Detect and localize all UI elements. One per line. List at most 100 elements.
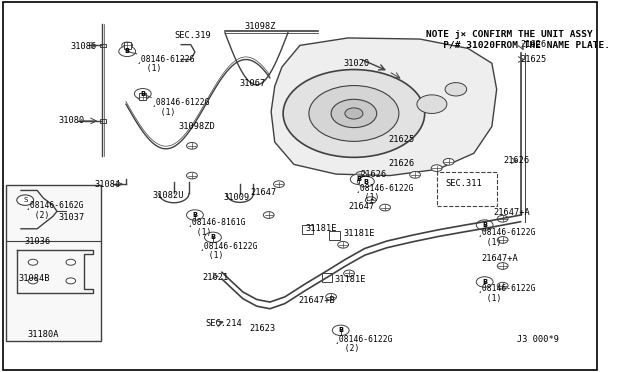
Circle shape	[338, 241, 349, 248]
Text: B: B	[211, 234, 216, 240]
Circle shape	[356, 171, 367, 178]
Circle shape	[331, 99, 377, 128]
Text: 31082U: 31082U	[153, 191, 184, 200]
Text: 21626: 21626	[521, 40, 547, 49]
Circle shape	[134, 89, 151, 99]
Bar	[436, 172, 497, 206]
Text: 31009: 31009	[223, 193, 250, 202]
Text: SEC.214: SEC.214	[205, 319, 242, 328]
Text: B: B	[482, 279, 487, 285]
Circle shape	[66, 259, 76, 265]
Bar	[330, 231, 340, 240]
Text: 31181E: 31181E	[335, 275, 366, 284]
Bar	[321, 273, 332, 282]
Circle shape	[344, 270, 355, 277]
Text: B: B	[140, 91, 145, 97]
Text: ¸08146-6122G
  (2): ¸08146-6122G (2)	[335, 334, 393, 353]
Circle shape	[119, 46, 136, 57]
Circle shape	[444, 158, 454, 165]
Text: 21626: 21626	[360, 170, 386, 179]
Circle shape	[122, 42, 132, 49]
Text: 21626: 21626	[388, 159, 415, 168]
Circle shape	[263, 212, 274, 218]
Text: 21625: 21625	[388, 135, 415, 144]
Text: S: S	[23, 197, 28, 203]
Circle shape	[445, 83, 467, 96]
Text: B: B	[338, 327, 343, 333]
Text: ¸08146-6122G
  (1): ¸08146-6122G (1)	[477, 228, 536, 247]
Text: 21647: 21647	[251, 188, 277, 197]
Circle shape	[350, 174, 367, 185]
Circle shape	[380, 204, 390, 211]
Text: 21626: 21626	[504, 156, 530, 165]
Text: 21647+A: 21647+A	[481, 254, 518, 263]
Circle shape	[283, 70, 425, 157]
Text: 31084B: 31084B	[18, 274, 49, 283]
Circle shape	[497, 263, 508, 269]
Bar	[301, 225, 312, 234]
Circle shape	[410, 171, 420, 178]
Circle shape	[138, 93, 148, 100]
Text: SEC.319: SEC.319	[174, 31, 211, 40]
Text: ¸08146-6122G
  (1): ¸08146-6122G (1)	[477, 283, 536, 303]
Circle shape	[205, 232, 221, 243]
Bar	[100, 119, 106, 123]
Bar	[139, 93, 147, 100]
Text: 31036: 31036	[24, 237, 51, 246]
Circle shape	[186, 172, 197, 179]
Circle shape	[28, 278, 38, 284]
Bar	[100, 44, 106, 47]
Circle shape	[497, 215, 508, 222]
Text: B: B	[482, 222, 487, 228]
Circle shape	[326, 294, 337, 300]
Text: ¸08146-6122G
  (1): ¸08146-6122G (1)	[355, 183, 413, 202]
Text: ¸08146-8161G
  (1): ¸08146-8161G (1)	[187, 218, 246, 237]
Circle shape	[28, 259, 38, 265]
Text: 31098ZD: 31098ZD	[179, 122, 216, 131]
Circle shape	[431, 165, 442, 171]
Text: 31067: 31067	[240, 79, 266, 88]
Text: ¸08146-6162G
  (2): ¸08146-6162G (2)	[25, 200, 84, 219]
Circle shape	[345, 108, 363, 119]
Circle shape	[497, 282, 508, 289]
Text: 31080: 31080	[59, 116, 85, 125]
Circle shape	[476, 220, 493, 230]
Text: B: B	[193, 212, 198, 218]
Text: 31181E: 31181E	[343, 229, 374, 238]
Polygon shape	[271, 38, 497, 176]
Text: NOTE j× CONFIRM THE UNIT ASSY
   P/# 31020FROM THE NAME PLATE.: NOTE j× CONFIRM THE UNIT ASSY P/# 31020F…	[426, 30, 610, 49]
Circle shape	[497, 237, 508, 243]
Text: 21625: 21625	[521, 55, 547, 64]
Circle shape	[417, 95, 447, 113]
Circle shape	[66, 278, 76, 284]
Bar	[6, 185, 100, 341]
Text: J3 000*9: J3 000*9	[517, 335, 559, 344]
Text: 21647: 21647	[348, 202, 374, 211]
Text: 31098Z: 31098Z	[244, 22, 276, 31]
Circle shape	[17, 195, 33, 205]
Text: B: B	[356, 176, 361, 182]
Text: 31181E: 31181E	[306, 224, 337, 233]
Text: 31084: 31084	[95, 180, 121, 189]
Text: ¸08146-6122G
  (1): ¸08146-6122G (1)	[151, 97, 210, 117]
Circle shape	[273, 181, 284, 187]
Circle shape	[365, 197, 376, 203]
Circle shape	[332, 325, 349, 336]
Text: ¸08146-6122G
  (1): ¸08146-6122G (1)	[137, 54, 195, 73]
Text: SEC.311: SEC.311	[445, 179, 482, 187]
Text: ¸08146-6122G
  (1): ¸08146-6122G (1)	[199, 241, 258, 260]
Circle shape	[476, 277, 493, 287]
Text: 21647+B: 21647+B	[299, 296, 335, 305]
Circle shape	[309, 86, 399, 141]
Text: 31037: 31037	[59, 213, 85, 222]
Circle shape	[186, 210, 204, 220]
Text: 21647+A: 21647+A	[493, 208, 530, 217]
Text: 31086: 31086	[71, 42, 97, 51]
Text: 21621: 21621	[203, 273, 229, 282]
Bar	[124, 42, 131, 49]
Circle shape	[186, 142, 197, 149]
Text: 31180A: 31180A	[27, 330, 58, 339]
Text: B: B	[364, 179, 369, 185]
Text: 31020: 31020	[343, 59, 369, 68]
Text: B: B	[125, 48, 130, 54]
